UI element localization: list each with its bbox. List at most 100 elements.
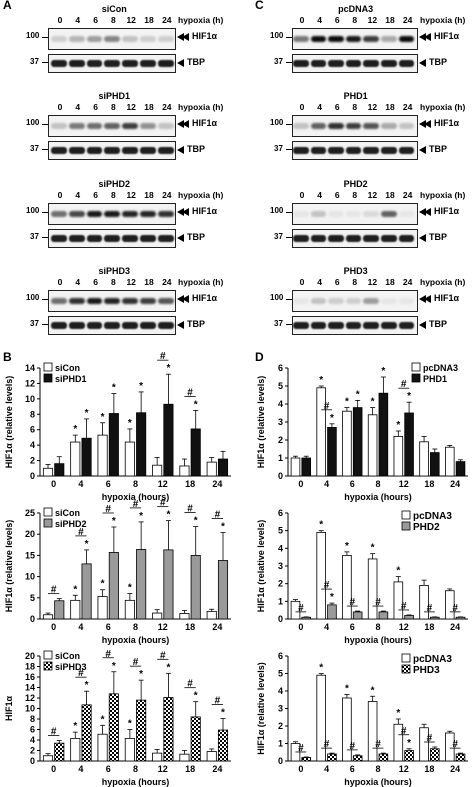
hif1a-band-strip (48, 28, 176, 50)
hif1a-band (68, 123, 85, 129)
lane-label: 12 (367, 277, 378, 287)
hif1a-band (140, 211, 156, 217)
significance-hash: # (105, 504, 111, 515)
tbp-band (363, 147, 379, 154)
blot-title: PHD1 (343, 91, 368, 101)
y-axis-label: HIF1α (relative levels) (4, 376, 14, 469)
significance-star: * (221, 707, 225, 718)
panel-letter-c: C (255, 0, 264, 12)
significance-hash: # (350, 741, 356, 752)
x-tick-label: 12 (158, 764, 168, 774)
significance-star: * (396, 420, 400, 431)
x-tick-label: 6 (106, 764, 111, 774)
lane-label: 24 (402, 190, 413, 200)
legend-swatch (401, 521, 411, 531)
hif1a-band-strip (292, 115, 418, 137)
mw-marker-37: 37 (274, 57, 283, 66)
hif1a-label-text: HIF1α (192, 118, 218, 128)
bar-siphd1 (163, 403, 174, 477)
x-tick-label: 6 (106, 479, 111, 489)
mw-marker-37: 37 (30, 144, 39, 153)
hif1a-label-text: HIF1α (434, 31, 460, 41)
tbp-band (310, 322, 327, 329)
bar-sicon (70, 599, 81, 620)
hif1a-label-text: HIF1α (434, 206, 460, 216)
arrowhead-icon (177, 145, 184, 154)
lane-label: 8 (111, 102, 116, 112)
lane-label: 8 (111, 15, 116, 25)
arrowhead-icon (177, 233, 184, 242)
bar-phd1 (404, 412, 414, 477)
significance-hash: # (51, 727, 57, 738)
hif1a-band-strip (48, 203, 176, 225)
x-tick-label: 0 (51, 479, 56, 489)
bar-siphd2 (136, 549, 147, 620)
bar-siphd3 (81, 704, 92, 762)
tbp-band (51, 322, 67, 329)
bar-phd2 (352, 611, 363, 620)
hif1a-band (157, 123, 174, 129)
bar-phd1 (455, 461, 466, 477)
hif1a-band (51, 298, 67, 304)
x-tick-label: 24 (212, 622, 222, 632)
hif1a-band (310, 298, 327, 304)
lane-label: 4 (75, 277, 81, 287)
hif1a-label-text: HIF1α (192, 31, 218, 41)
hif1a-band (363, 298, 379, 304)
x-axis-label: hypoxia (hours) (102, 777, 170, 787)
x-tick-label: 18 (424, 764, 434, 774)
lane-label: 12 (367, 190, 378, 200)
significance-star: * (85, 680, 89, 691)
hif1a-band (68, 211, 85, 217)
y-tick-label: 6 (30, 425, 35, 435)
bar-pcdna3 (419, 585, 429, 620)
x-tick-label: 12 (158, 479, 168, 489)
y-axis-label: HIF1α (relative levels) (256, 376, 266, 469)
bar-sicon (97, 596, 108, 620)
arrowhead-icon (182, 32, 189, 41)
bar-sicon (70, 738, 81, 762)
bar-phd1 (378, 392, 389, 477)
significance-hash: # (298, 743, 304, 754)
x-tick-label: 0 (298, 622, 303, 632)
tbp-band (68, 60, 85, 67)
bar-phd3 (430, 748, 440, 762)
lane-label: 0 (299, 277, 305, 287)
bar-siphd2 (217, 560, 229, 620)
bar-phd2 (430, 616, 440, 620)
tbp-band-strip (292, 141, 418, 160)
mw-tick (42, 37, 48, 38)
hif1a-band (310, 211, 327, 217)
hif1a-band (310, 36, 327, 42)
significance-hash: # (215, 510, 221, 521)
x-tick-label: 8 (375, 479, 380, 489)
bar-sicon (152, 752, 163, 762)
x-tick-label: 12 (399, 479, 409, 489)
tbp-band (310, 235, 327, 242)
significance-hash: # (187, 679, 193, 690)
legend-swatch (43, 362, 53, 372)
tbp-band (328, 60, 344, 67)
legend-label: siPHD3 (55, 662, 87, 672)
y-tick-label: 12 (25, 693, 35, 703)
bar-siphd1 (217, 458, 229, 477)
x-tick-label: 18 (185, 764, 195, 774)
hif1a-label: HIF1α (419, 118, 459, 128)
x-tick-label: 0 (298, 764, 303, 774)
lane-label: 18 (144, 15, 154, 25)
significance-star: * (345, 397, 349, 408)
significance-star: * (396, 566, 400, 577)
lane-label: 18 (385, 102, 395, 112)
bar-sicon (42, 755, 54, 762)
significance-hash: # (427, 733, 433, 744)
hif1a-band (122, 123, 138, 129)
lane-label: 8 (352, 190, 358, 200)
lane-label: 0 (299, 15, 305, 25)
tbp-band (345, 147, 362, 154)
mw-marker-37: 37 (30, 232, 39, 241)
significance-star: * (73, 584, 77, 595)
lane-label: 6 (334, 277, 340, 287)
legend-label: siCon (55, 363, 80, 373)
hif1a-band (381, 36, 397, 42)
significance-hash: # (375, 739, 381, 750)
